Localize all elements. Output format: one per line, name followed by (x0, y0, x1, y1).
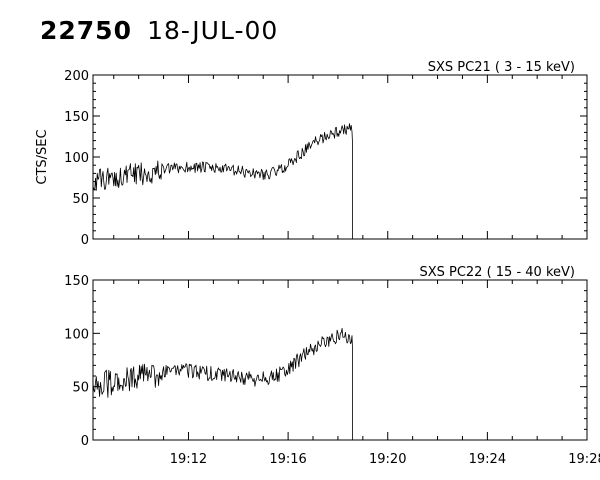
x-tick-label: 19:16 (269, 452, 306, 467)
plot-frame (92, 74, 588, 240)
y-tick-label: 50 (72, 381, 89, 396)
y-tick-label: 50 (72, 192, 89, 207)
y-tick-label: 200 (64, 69, 89, 84)
y-tick-label: 100 (64, 151, 89, 166)
series-line (92, 123, 353, 239)
plot-frame (92, 279, 588, 441)
series-line (92, 327, 353, 440)
y-tick-label: 150 (64, 110, 89, 125)
y-tick-label: 0 (81, 233, 89, 248)
y-tick-label: 150 (64, 274, 89, 289)
y-axis-label: CTS/SEC (35, 129, 50, 184)
plot-header: 22750 18-JUL-00 (40, 16, 278, 50)
x-tick-label: 19:12 (170, 452, 207, 467)
panel-pc22: 0 50 100 150 19:12 19:16 19:20 19:24 19:28 SXS PC… (64, 265, 600, 467)
x-tick-label: 19:20 (369, 452, 406, 467)
panel-title: SXS PC21 ( 3 - 15 keV) (428, 60, 575, 75)
observation-date: 18-JUL-00 (147, 16, 279, 45)
x-tick-label: 19:24 (469, 452, 506, 467)
y-tick-label: 100 (64, 327, 89, 342)
panel-pc21: 0 50 100 150 200 SXS PC21 ( 3 - 15 keV) CTS/SE… (35, 60, 588, 248)
x-tick-label: 19:28 (568, 452, 600, 467)
panel-title: SXS PC22 ( 15 - 40 keV) (419, 265, 575, 280)
observation-id: 22750 (40, 16, 132, 45)
y-tick-label: 0 (81, 434, 89, 449)
